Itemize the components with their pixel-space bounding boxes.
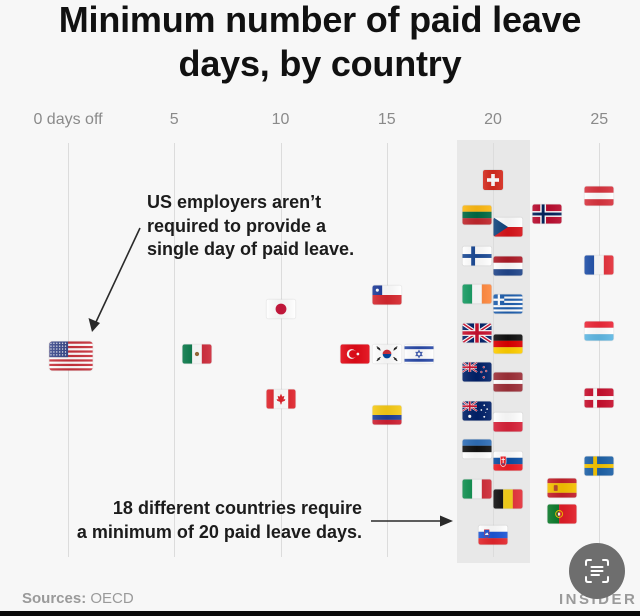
flag-cl-icon: [372, 285, 402, 305]
us-annotation-arrow-icon: [88, 227, 141, 332]
flag-pl-icon: [493, 412, 523, 432]
flag-ca-icon: [266, 389, 295, 409]
flag-dk-icon: [584, 388, 614, 408]
flag-si-icon: [478, 525, 508, 545]
flag-nl-icon: [493, 256, 523, 276]
flag-sk-icon: [493, 451, 523, 471]
chart-title: Minimum number of paid leave days, by co…: [0, 0, 640, 86]
flag-it-icon: [462, 479, 492, 499]
text-scan-button[interactable]: [569, 543, 625, 599]
bottom-bar: [0, 611, 640, 616]
sources-note: Sources: OECD: [22, 590, 134, 608]
flag-gb-icon: [462, 323, 492, 343]
flag-au-icon: [462, 401, 492, 421]
flag-lt-icon: [462, 205, 492, 225]
flag-lu-icon: [584, 321, 614, 341]
sources-label: Sources:: [22, 590, 87, 607]
flag-jp-icon: [266, 299, 295, 319]
flag-ee-icon: [462, 439, 492, 459]
brand-logo: INSIDER: [559, 591, 638, 608]
flag-fi-icon: [462, 246, 492, 266]
flag-se-icon: [584, 456, 614, 476]
flag-il-icon: [404, 344, 434, 364]
flag-ch-icon: [483, 170, 503, 190]
twenty-days-annotation: 18 different countries require a minimum…: [77, 497, 362, 544]
flag-de-icon: [493, 334, 523, 354]
x-tick-label-10: 10: [271, 111, 290, 128]
twenty-days-annotation-line-1: 18 different countries require: [112, 498, 362, 518]
text-scan-icon: [585, 559, 609, 583]
flag-kr-icon: [372, 344, 402, 364]
flag-mx-icon: [182, 344, 211, 364]
x-tick-label-20: 20: [484, 111, 502, 128]
flag-us-icon: [49, 341, 93, 371]
twenty-days-arrow-icon: [371, 515, 453, 527]
flag-nz-icon: [462, 362, 492, 382]
x-tick-label-25: 25: [590, 111, 609, 128]
gridline-5: [174, 143, 175, 557]
flag-pt-icon: [547, 504, 577, 524]
x-tick-label-15: 15: [377, 111, 396, 128]
chart-title-line-1: Minimum number of paid leave: [58, 0, 582, 40]
gridline-25: [599, 143, 600, 557]
flag-cz-icon: [493, 217, 523, 237]
us-annotation-line-1: US employers aren’t: [147, 192, 322, 212]
twenty-days-annotation-line-2: a minimum of 20 paid leave days.: [76, 521, 362, 542]
flag-co-icon: [372, 405, 402, 425]
us-annotation-line-3: single day of paid leave.: [147, 239, 355, 259]
flag-be-icon: [493, 489, 523, 509]
flag-ie-icon: [462, 284, 492, 304]
gridline-10: [281, 143, 282, 557]
chart-title-line-2: days, by country: [178, 43, 462, 84]
us-annotation-line-2: required to provide a: [147, 215, 327, 236]
flag-gr-icon: [493, 294, 523, 314]
flag-lv-icon: [493, 372, 523, 392]
flag-no-icon: [532, 204, 561, 224]
sources-value: OECD: [90, 590, 134, 607]
flag-fr-icon: [584, 255, 614, 275]
x-tick-label-0: 0 days off: [33, 111, 103, 128]
flag-tr-icon: [340, 344, 369, 364]
flag-es-icon: [547, 478, 577, 498]
x-tick-label-5: 5: [169, 111, 179, 128]
flag-at-icon: [584, 186, 614, 206]
us-annotation: US employers aren’t required to provide …: [147, 191, 354, 262]
